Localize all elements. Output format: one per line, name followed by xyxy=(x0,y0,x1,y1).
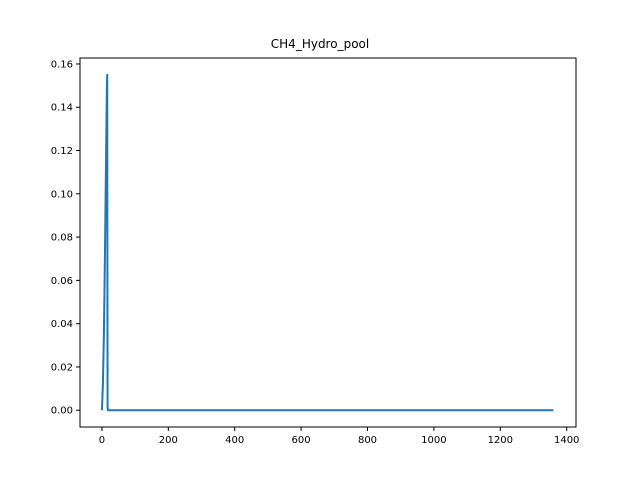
x-tick-label: 600 xyxy=(292,435,311,446)
x-tick-label: 0 xyxy=(99,435,105,446)
y-tick-label: 0.08 xyxy=(51,233,73,244)
plot-frame xyxy=(79,57,577,428)
x-tick-label: 1200 xyxy=(488,435,513,446)
x-axis: 0 200 400 600 800 1000 1200 1400 xyxy=(99,427,579,446)
y-tick-label: 0.14 xyxy=(51,103,73,114)
x-tick-label: 1400 xyxy=(554,435,579,446)
y-tick-label: 0.06 xyxy=(51,276,73,287)
y-tick-label: 0.12 xyxy=(51,146,73,157)
y-tick-label: 0.10 xyxy=(51,189,73,200)
y-axis: 0.00 0.02 0.04 0.06 0.08 0.10 0.12 0.14 0.16 xyxy=(51,59,80,417)
x-tick-label: 1000 xyxy=(421,435,446,446)
x-tick-label: 400 xyxy=(225,435,244,446)
x-tick-label: 200 xyxy=(159,435,178,446)
y-tick-label: 0.02 xyxy=(51,362,73,373)
series-line-0 xyxy=(100,73,554,412)
chart-title: CH4_Hydro_pool xyxy=(271,37,369,51)
x-tick-label: 800 xyxy=(358,435,377,446)
y-tick-label: 0.16 xyxy=(51,59,73,70)
y-tick-label: 0.04 xyxy=(51,319,73,330)
y-tick-label: 0.00 xyxy=(51,406,73,417)
